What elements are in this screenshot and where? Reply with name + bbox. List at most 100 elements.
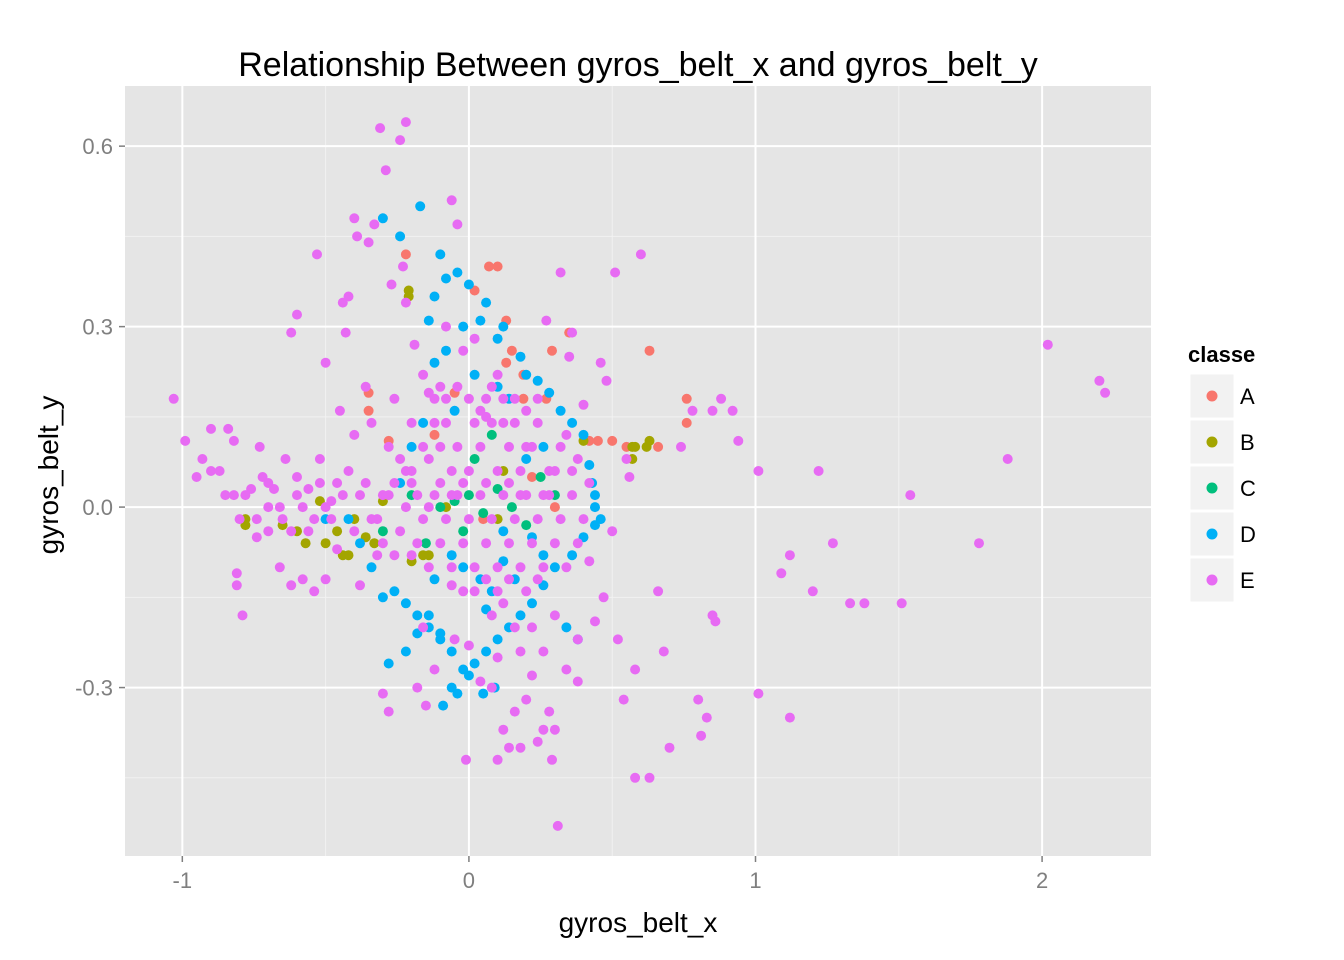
data-point xyxy=(463,393,474,404)
data-point xyxy=(486,514,497,525)
data-point xyxy=(406,550,417,561)
data-point xyxy=(509,622,520,633)
series-E xyxy=(168,117,1111,831)
data-point xyxy=(492,562,503,573)
x-axis-title: gyros_belt_x xyxy=(559,907,718,938)
data-point xyxy=(561,562,572,573)
data-point xyxy=(340,327,351,338)
data-point xyxy=(521,369,532,380)
data-point xyxy=(343,291,354,302)
data-point xyxy=(896,598,907,609)
data-point xyxy=(532,574,543,585)
data-point xyxy=(297,502,308,513)
data-point xyxy=(572,634,583,645)
data-point xyxy=(389,393,400,404)
data-point xyxy=(389,478,400,488)
x-tick-label: 2 xyxy=(1036,868,1048,893)
legend-label: A xyxy=(1240,384,1255,409)
data-points xyxy=(168,117,1111,831)
data-point xyxy=(292,309,302,320)
data-point xyxy=(538,490,549,501)
data-point xyxy=(504,478,514,488)
data-point xyxy=(360,381,371,392)
data-point xyxy=(406,478,417,488)
data-point xyxy=(349,526,360,537)
data-point xyxy=(441,345,451,356)
data-point xyxy=(206,423,216,434)
data-point xyxy=(486,429,497,440)
data-point xyxy=(469,658,480,669)
data-point xyxy=(372,550,383,561)
data-point xyxy=(492,333,503,344)
legend-label: C xyxy=(1240,476,1256,501)
data-point xyxy=(237,610,248,621)
data-point xyxy=(572,454,583,464)
data-point xyxy=(263,478,274,488)
data-point xyxy=(441,321,451,332)
data-point xyxy=(332,478,343,488)
data-point xyxy=(532,514,543,525)
y-tick-label: 0.0 xyxy=(82,495,113,520)
data-point xyxy=(527,598,537,609)
data-point xyxy=(475,676,486,687)
data-point xyxy=(435,249,446,260)
data-point xyxy=(197,454,208,464)
data-point xyxy=(535,472,546,482)
data-point xyxy=(332,544,343,555)
data-point xyxy=(974,538,984,549)
data-point xyxy=(612,634,623,645)
data-point xyxy=(400,646,411,657)
data-point xyxy=(486,381,497,392)
data-point xyxy=(228,490,239,501)
data-point xyxy=(515,490,526,501)
data-point xyxy=(555,514,566,525)
data-point xyxy=(458,538,469,549)
data-point xyxy=(343,550,354,561)
data-point xyxy=(527,472,537,482)
data-point xyxy=(435,538,446,549)
x-tick-label: -1 xyxy=(173,868,193,893)
data-point xyxy=(412,682,423,693)
data-point xyxy=(727,405,738,416)
data-point xyxy=(418,369,429,380)
data-point xyxy=(420,700,431,711)
series-D xyxy=(320,201,606,711)
data-point xyxy=(478,508,489,519)
data-point xyxy=(286,580,297,591)
data-point xyxy=(555,267,566,278)
data-point xyxy=(532,417,543,428)
data-point xyxy=(395,526,406,537)
data-point xyxy=(538,646,549,657)
data-point xyxy=(644,772,655,783)
data-point xyxy=(521,520,532,531)
data-point xyxy=(481,393,492,404)
data-point xyxy=(406,466,417,476)
data-point xyxy=(458,526,469,537)
data-point xyxy=(423,550,434,561)
data-point xyxy=(716,393,727,404)
x-tick-label: 0 xyxy=(463,868,475,893)
data-point xyxy=(538,724,549,735)
data-point xyxy=(515,562,526,573)
data-point xyxy=(452,381,463,392)
data-point xyxy=(418,622,429,633)
data-point xyxy=(753,688,764,699)
data-point xyxy=(389,586,400,597)
data-point xyxy=(286,327,297,338)
data-point xyxy=(400,598,411,609)
data-point xyxy=(486,682,497,693)
data-point xyxy=(320,538,331,549)
data-point xyxy=(349,213,360,224)
data-point xyxy=(320,574,331,585)
data-point xyxy=(561,429,572,440)
data-point xyxy=(515,610,526,621)
data-point xyxy=(395,454,406,464)
data-point xyxy=(332,526,343,537)
data-point xyxy=(664,742,675,753)
legend-item-A: A xyxy=(1189,373,1255,419)
data-point xyxy=(274,562,285,573)
data-point xyxy=(555,441,566,452)
data-point xyxy=(607,435,618,446)
data-point xyxy=(584,556,595,567)
data-point xyxy=(463,279,474,290)
